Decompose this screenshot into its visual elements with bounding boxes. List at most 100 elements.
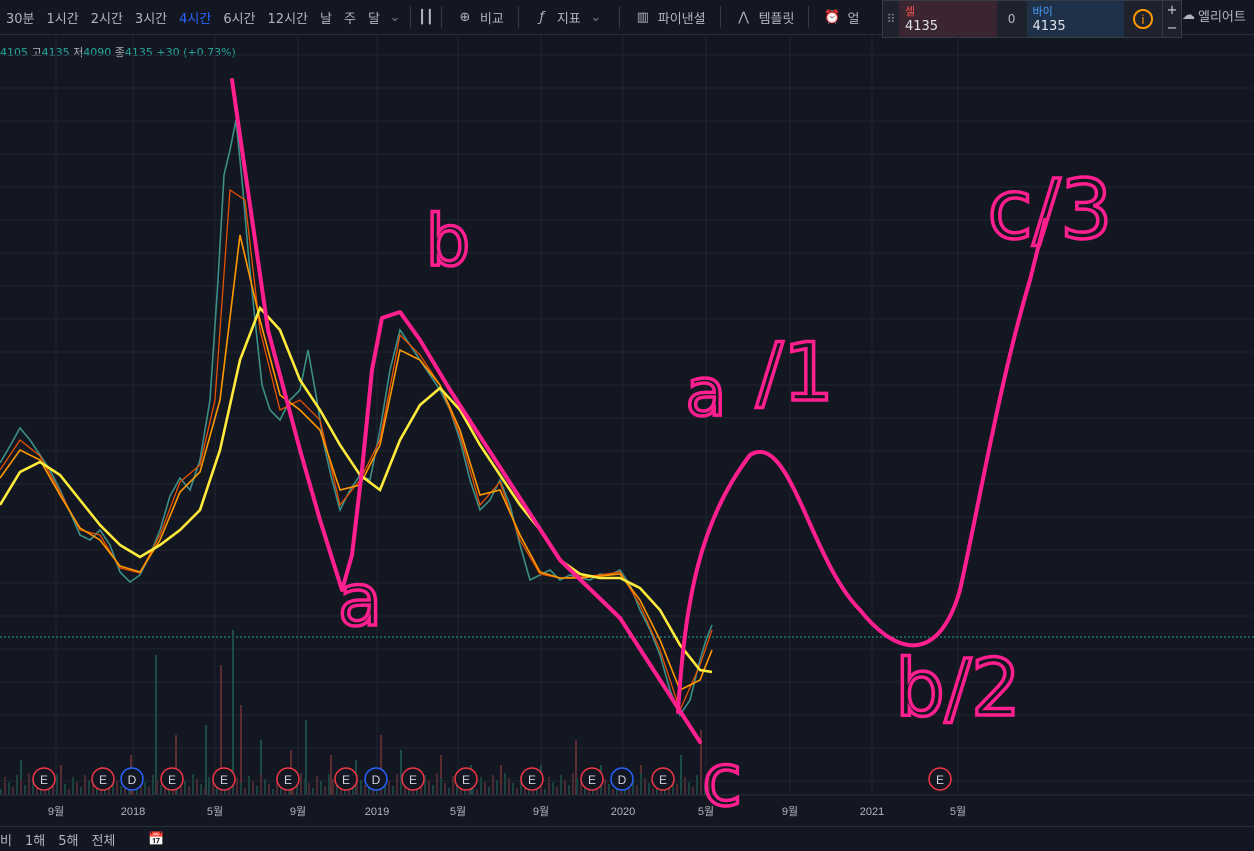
volume-bar [80,787,82,795]
range-button-2[interactable]: 5해 [58,833,79,849]
x-tick-label: 2019 [365,806,389,818]
volume-bar [580,783,582,795]
volume-bar [56,774,58,795]
timeframe-2[interactable]: 2시간 [90,11,123,27]
candlestick-icon[interactable]: ┃┃ [418,9,434,25]
volume-bar [696,775,698,795]
timeframe-3[interactable]: 3시간 [134,11,168,27]
volume-bar [200,784,202,795]
drag-handle-icon[interactable]: ⠿ [886,12,896,26]
volume-bar [280,782,282,795]
volume-bar [248,776,250,795]
range-button-0[interactable]: 비 [0,833,12,849]
event-marker-D[interactable]: D [610,767,634,791]
indicators-button[interactable]: ƒ 지표 ⌄ [525,8,613,27]
volume-bar [260,774,262,795]
svg-text:E: E [936,773,944,787]
alert-label: 얼 [847,11,860,27]
volume-bar [380,788,382,795]
volume-bar [352,787,354,795]
volume-bar [432,785,434,795]
volume-bar [424,775,426,795]
volume-bar [208,777,210,795]
volume-bar [212,782,214,795]
event-marker-E[interactable]: E [651,767,675,791]
quantity-value[interactable]: 0 [1007,12,1016,26]
buy-button[interactable]: 바이 4135 [1026,1,1125,37]
volume-bar [284,787,286,795]
divider [618,6,620,28]
chevron-down-icon[interactable]: ⌄ [389,9,401,25]
volume-bar [380,735,382,795]
volume-bar [556,787,558,795]
plus-circle-icon: ⊕ [459,9,471,25]
event-marker-E[interactable]: E [928,767,952,791]
range-button-1[interactable]: 1해 [24,833,46,849]
volume-bar [304,778,306,795]
calendar-icon[interactable]: 📅 [148,831,165,847]
sell-button[interactable]: 셀 4135 [898,1,997,37]
compare-label: 비교 [479,11,504,27]
volume-bar [16,775,18,795]
timeframe-9[interactable]: 달 [367,11,380,27]
event-marker-E[interactable]: E [401,767,425,791]
volume-bar [32,778,34,795]
elliott-button[interactable]: ☁ 엘리어트 [1182,6,1246,25]
timeframe-5[interactable]: 6시간 [223,11,256,27]
volume-bar [440,778,442,795]
timeframe-8[interactable]: 주 [343,11,356,27]
x-tick-label: 9월 [48,805,64,818]
event-marker-E[interactable]: E [32,767,56,791]
compare-button[interactable]: ⊕ 비교 [448,8,512,27]
alarm-clock-icon: ⏰ [824,9,841,25]
timeframe-4[interactable]: 4시간 [179,11,212,27]
event-marker-E[interactable]: E [520,767,544,791]
event-marker-E[interactable]: E [212,767,236,791]
info-button[interactable]: i [1124,1,1162,37]
volume-bar [576,778,578,795]
increase-button[interactable]: + [1166,2,1178,18]
timeframe-list: 30분 1시간 2시간 3시간 4시간 6시간 12시간 날 주 달 [0,8,386,27]
timeframe-7[interactable]: 날 [320,11,332,27]
event-marker-E[interactable]: E [160,767,184,791]
volume-bar [84,775,86,795]
svg-text:E: E [659,773,667,787]
alert-button[interactable]: ⏰ 얼 [815,8,867,27]
volume-bar [260,740,262,795]
x-tick-label: 9월 [290,805,306,818]
volume-bar [268,784,270,795]
svg-text:E: E [220,773,228,787]
range-buttons: 비 1해 5해 전체 [0,830,128,849]
price-chart[interactable]: E E D E E E E D E E E E D E E 9월 2018 5월 9월 2019 5월 9월 2020 5월… [0,34,1254,826]
event-marker-D[interactable]: D [120,767,144,791]
volume-bar [528,786,530,795]
timeframe-0[interactable]: 30분 [6,11,35,27]
event-marker-E[interactable]: E [91,767,115,791]
timeframe-1[interactable]: 1시간 [46,11,79,27]
volume-bar [456,781,458,795]
event-marker-E[interactable]: E [276,767,300,791]
event-marker-E[interactable]: E [454,767,478,791]
volume-bar [552,782,554,795]
event-marker-D[interactable]: D [364,767,388,791]
volume-bar [612,789,614,795]
function-icon: ƒ [539,9,545,25]
event-marker-E[interactable]: E [334,767,358,791]
financials-button[interactable]: ▥ 파이낸셜 [626,8,714,27]
decrease-button[interactable]: − [1166,20,1178,36]
event-marker-E[interactable]: E [580,767,604,791]
timeframe-6[interactable]: 12시간 [267,11,308,27]
volume-bar [60,779,62,795]
range-button-3[interactable]: 전체 [91,833,116,849]
x-tick-label: 2018 [121,806,145,818]
trade-panel: ⠿ 셀 4135 0 바이 4135 i + − [882,0,1182,38]
volume-bar [584,788,586,795]
ohlc-low-label: 저 [73,46,84,59]
volume-bar [228,785,230,795]
volume-bar [240,705,242,795]
volume-bar [144,782,146,795]
templates-button[interactable]: ⋀ 템플릿 [727,8,803,27]
volume-bar [320,781,322,795]
volume-bar [652,788,654,795]
